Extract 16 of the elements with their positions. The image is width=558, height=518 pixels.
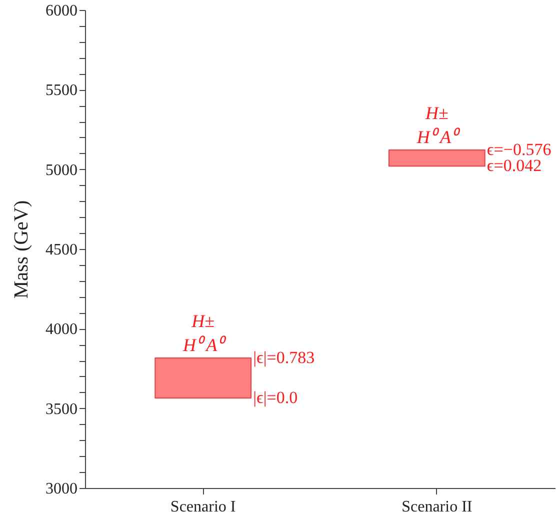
x-tick-label: Scenario II: [402, 498, 472, 516]
annotation: H⁰ A⁰: [182, 334, 228, 355]
y-tick-label: 3500: [46, 400, 78, 418]
y-tick-label: 6000: [46, 2, 78, 20]
annotation: |ϵ|=0.0: [253, 388, 298, 407]
annotation: H±: [424, 103, 448, 124]
annotation: H⁰ A⁰: [416, 127, 461, 148]
annotation: |ϵ|=0.783: [253, 348, 315, 367]
y-tick-label: 5000: [46, 162, 78, 179]
y-axis-title: Mass (GeV): [10, 200, 32, 299]
y-tick-label: 5500: [46, 82, 78, 100]
y-tick-label: 4500: [46, 242, 78, 258]
annotation: H±: [190, 310, 215, 331]
y-tick-label: 3000: [46, 480, 78, 498]
x-tick-label: Scenario I: [170, 498, 236, 516]
y-tick-label: 4000: [46, 321, 78, 338]
